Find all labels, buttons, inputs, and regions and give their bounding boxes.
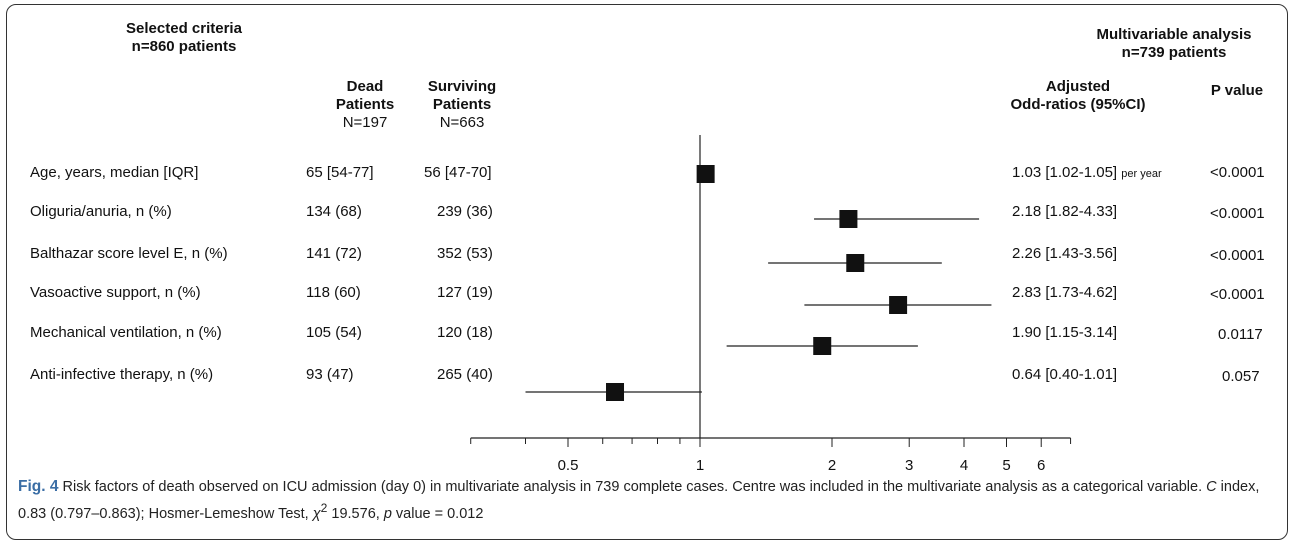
row-dead-value: 105 (54): [306, 324, 362, 341]
caption-chi: χ: [312, 505, 321, 522]
x-tick-label: 1: [696, 457, 704, 474]
row-pvalue: <0.0001: [1210, 205, 1265, 222]
row-surviving-value: 56 [47-70]: [424, 164, 492, 181]
row-pvalue: <0.0001: [1210, 247, 1265, 264]
row-surviving-value: 127 (19): [437, 284, 493, 301]
caption-c-letter: C: [1206, 479, 1217, 495]
row-pvalue: <0.0001: [1210, 164, 1265, 181]
selected-criteria-title: Selected criteria: [126, 20, 242, 37]
row-surviving-value: 265 (40): [437, 366, 493, 383]
row-label: Vasoactive support, n (%): [30, 284, 201, 301]
row-or-text: 1.03 [1.02-1.05] per year: [1012, 164, 1162, 183]
row-or-text: 1.90 [1.15-3.14]: [1012, 324, 1118, 341]
multivariable-title: Multivariable analysis: [1096, 26, 1252, 43]
x-axis: 0.5 1 2 3 4 5 6: [470, 135, 1072, 474]
row-surviving-value: 239 (36): [437, 203, 493, 220]
row-label: Mechanical ventilation, n (%): [30, 324, 222, 341]
row-dead-value: 118 (60): [306, 284, 361, 301]
caption-chi-sup: 2: [320, 501, 328, 515]
x-tick-label: 3: [905, 457, 913, 474]
or-header-line2: Odd-ratios (95%CI): [1010, 96, 1146, 113]
row-pvalue: 0.0117: [1218, 326, 1263, 343]
or-value: 1.03 [1.02-1.05]: [1012, 164, 1118, 181]
or-suffix: per year: [1121, 168, 1162, 180]
plot-marks: [525, 165, 992, 401]
row-or-text: 0.64 [0.40-1.01]: [1012, 366, 1118, 383]
selected-criteria-n: n=860 patients: [131, 38, 237, 55]
caption-text-a: Risk factors of death observed on ICU ad…: [58, 479, 1207, 495]
estimate-marker: [839, 210, 858, 228]
estimate-marker: [889, 296, 908, 314]
estimate-marker: [606, 383, 625, 401]
dead-header-line2: Patients: [335, 96, 395, 113]
surviving-header-line1: Surviving: [427, 78, 497, 95]
estimate-marker: [846, 254, 865, 272]
row-or-text: 2.18 [1.82-4.33]: [1012, 203, 1118, 220]
row-label: Balthazar score level E, n (%): [30, 245, 228, 262]
row-dead-value: 93 (47): [306, 366, 354, 383]
row-or-text: 2.83 [1.73-4.62]: [1012, 284, 1118, 301]
x-tick-label: 2: [828, 457, 836, 474]
x-tick-label: 0.5: [558, 457, 579, 474]
surviving-header-line2: Patients: [432, 96, 492, 113]
row-label: Anti-infective therapy, n (%): [30, 366, 214, 383]
caption-text-d: value = 0.012: [391, 505, 484, 522]
figure-frame: [6, 4, 1288, 540]
row-dead-value: 65 [54-77]: [306, 164, 374, 181]
row-pvalue: <0.0001: [1210, 286, 1265, 303]
dead-header-line1: Dead: [346, 78, 384, 95]
x-tick-label: 4: [960, 457, 968, 474]
caption-text-b: index, 0.83 (0.797–0.863); Hosmer-Lemesh…: [18, 479, 1260, 522]
row-label: Oliguria/anuria, n (%): [30, 203, 172, 220]
pvalue-header: P value: [1210, 82, 1264, 99]
figure-caption: Fig. 4 Risk factors of death observed on…: [18, 476, 1276, 525]
x-tick-label: 6: [1037, 457, 1045, 474]
caption-p-letter: p: [383, 505, 392, 522]
row-or-text: 2.26 [1.43-3.56]: [1012, 245, 1118, 262]
estimate-marker: [813, 337, 832, 355]
x-tick-label: 5: [1002, 457, 1010, 474]
row-label: Age, years, median [IQR]: [30, 164, 199, 181]
dead-header-n: N=197: [342, 114, 388, 131]
row-dead-value: 141 (72): [306, 245, 362, 262]
surviving-header-n: N=663: [439, 114, 485, 131]
row-dead-value: 134 (68): [306, 203, 362, 220]
row-surviving-value: 352 (53): [437, 245, 493, 262]
row-pvalue: 0.057: [1222, 368, 1260, 385]
estimate-marker: [696, 165, 715, 183]
or-header-line1: Adjusted: [1045, 78, 1111, 95]
multivariable-n: n=739 patients: [1121, 44, 1227, 61]
caption-fig-label: Fig. 4: [18, 478, 59, 495]
row-surviving-value: 120 (18): [437, 324, 493, 341]
caption-text-c: 19.576,: [327, 505, 384, 522]
